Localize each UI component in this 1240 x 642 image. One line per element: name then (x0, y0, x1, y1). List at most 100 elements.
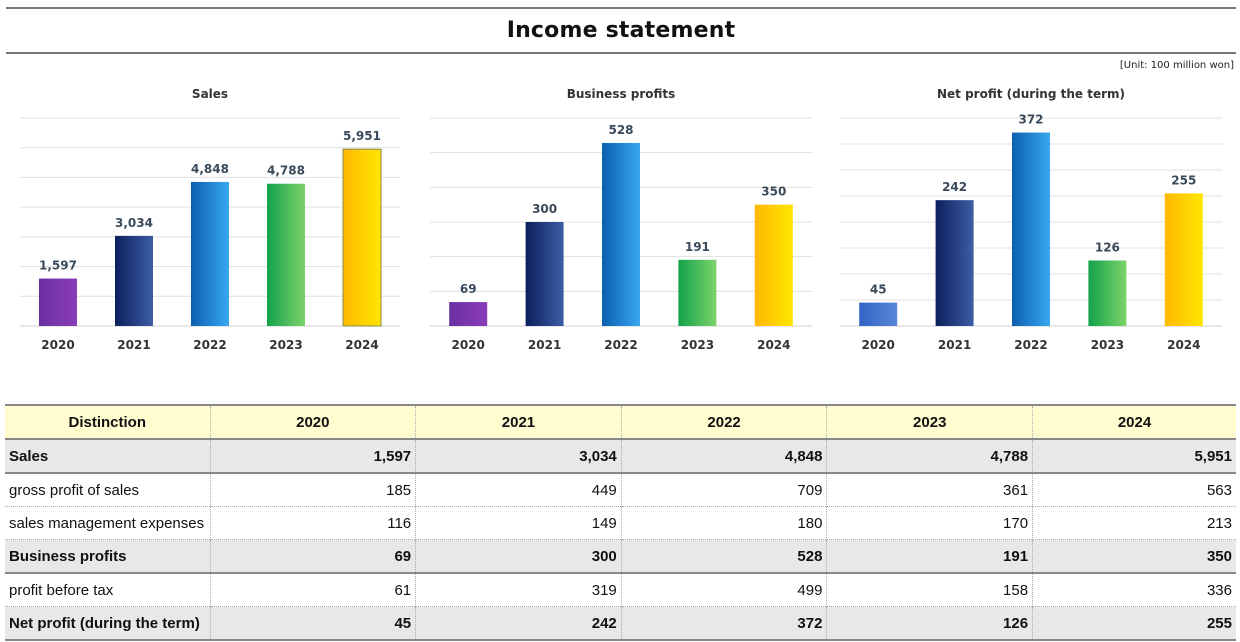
charts-area: Sales 1,597 2020 3,034 2021 4,848 2022 4,788 202… (20, 87, 1222, 352)
tick-label: 2023 (1091, 338, 1124, 352)
tick-label: 2024 (345, 338, 378, 352)
bar (1088, 260, 1127, 326)
tick-label: 2023 (269, 338, 302, 352)
bar (525, 222, 564, 326)
data-label: 4,788 (267, 164, 305, 178)
tick-label: 2022 (193, 338, 226, 352)
table-cell: 449 (415, 473, 622, 507)
table-row: profit before tax 61 319 499 158 336 (5, 573, 1236, 607)
tick-label: 2022 (604, 338, 637, 352)
data-label: 1,597 (39, 259, 77, 273)
table-cell: 336 (1206, 581, 1232, 599)
data-label: 45 (870, 283, 887, 297)
table-row: Sales 1,597 3,034 4,848 4,788 5,951 (5, 439, 1236, 473)
bar (1164, 193, 1203, 326)
chart-panel: Net profit (during the term) 45 2020 242 202… (840, 87, 1222, 352)
row-label: Sales (5, 439, 211, 473)
tick-label: 2020 (861, 338, 894, 352)
tick-label: 2020 (41, 338, 74, 352)
tick-label: 2021 (117, 338, 150, 352)
table-row: sales management expenses 116 149 180 170 213 (5, 506, 1236, 540)
tick-label: 2021 (938, 338, 971, 352)
table-cell: 180 (621, 506, 828, 540)
tick-label: 2024 (757, 338, 790, 352)
row-label: Net profit (during the term) (5, 606, 211, 640)
data-label: 242 (942, 180, 967, 194)
table-cell: 3,034 (415, 439, 622, 473)
row-label: profit before tax (5, 573, 211, 607)
table-cell: 300 (415, 539, 622, 573)
chart-panel: Business profits 69 2020 300 2021 528 2022 191 2… (430, 87, 812, 352)
data-label: 69 (460, 282, 477, 296)
table-header-cell: 2022 (621, 405, 828, 439)
chart-title: Net profit (during the term) (937, 87, 1125, 101)
table-cell: 528 (621, 539, 828, 573)
bar (267, 183, 305, 326)
table-cell: 61 (210, 573, 417, 607)
table-cell: 213 (1206, 514, 1232, 532)
table-cell: 255 (1206, 614, 1232, 632)
bar (602, 142, 640, 326)
table-cell: 45 (210, 606, 417, 640)
table-cell: 4,848 (621, 439, 828, 473)
table-cell: 126 (826, 606, 1034, 640)
table-cell: 158 (826, 573, 1034, 607)
table-cell: 191 (826, 539, 1034, 573)
tick-label: 2023 (681, 338, 714, 352)
unit-label: [Unit: 100 million won] (1119, 60, 1234, 71)
data-label: 372 (1018, 113, 1043, 127)
table-cell: 185 (210, 473, 417, 507)
table-cell: 1,597 (210, 439, 417, 473)
data-label: 528 (608, 123, 633, 137)
tick-label: 2020 (451, 338, 484, 352)
table-header-cell: 2021 (415, 405, 622, 439)
tick-label: 2021 (528, 338, 561, 352)
table-cell: 5,951 (1194, 447, 1232, 465)
table-cell: 116 (210, 506, 417, 540)
table-header-cell: Distinction (5, 405, 211, 439)
bar (115, 235, 153, 326)
data-label: 5,951 (343, 129, 381, 143)
income-table: Distinction 2020 2021 2022 2023 2024 Sal… (5, 404, 1236, 641)
table-cell: 350 (1206, 547, 1232, 565)
table-cell: 499 (621, 573, 828, 607)
table-row: Business profits 69 300 528 191 350 (5, 539, 1236, 573)
bar (678, 259, 717, 326)
table-cell: 242 (415, 606, 622, 640)
page-title: Income statement (506, 18, 736, 43)
tick-label: 2024 (1167, 338, 1200, 352)
table-header-cell: 2020 (210, 405, 417, 439)
table-cell: 170 (826, 506, 1034, 540)
tick-label: 2022 (1014, 338, 1047, 352)
chart-panel: Sales 1,597 2020 3,034 2021 4,848 2022 4,788 202… (20, 87, 400, 352)
row-label: Business profits (5, 539, 211, 573)
table-cell: 563 (1206, 481, 1232, 499)
table-cell: 149 (415, 506, 622, 540)
bar (859, 302, 898, 326)
table-cell: 709 (621, 473, 828, 507)
bar (342, 148, 382, 327)
data-label: 126 (1095, 240, 1120, 254)
bar (935, 200, 974, 326)
table-cell: 361 (826, 473, 1034, 507)
table-row: gross profit of sales 185 449 709 361 563 (5, 473, 1236, 507)
chart-title: Business profits (567, 87, 676, 101)
data-label: 300 (532, 202, 557, 216)
title-bar: Income statement (6, 7, 1236, 54)
bar (449, 302, 488, 326)
data-label: 350 (761, 185, 786, 199)
table-cell: 372 (621, 606, 828, 640)
row-label: gross profit of sales (5, 473, 211, 507)
bar (1012, 132, 1050, 326)
row-label: sales management expenses (5, 506, 211, 540)
table-row: Net profit (during the term) 45 242 372 126 2… (5, 606, 1236, 640)
table-cell: 4,788 (826, 439, 1034, 473)
bar (191, 181, 229, 326)
bar (754, 204, 793, 326)
table-header-cell: 2024 (1117, 413, 1152, 431)
table-header-cell: 2023 (826, 405, 1034, 439)
data-label: 4,848 (191, 162, 229, 176)
table-cell: 69 (210, 539, 417, 573)
data-label: 3,034 (115, 216, 153, 230)
data-label: 255 (1171, 173, 1196, 187)
